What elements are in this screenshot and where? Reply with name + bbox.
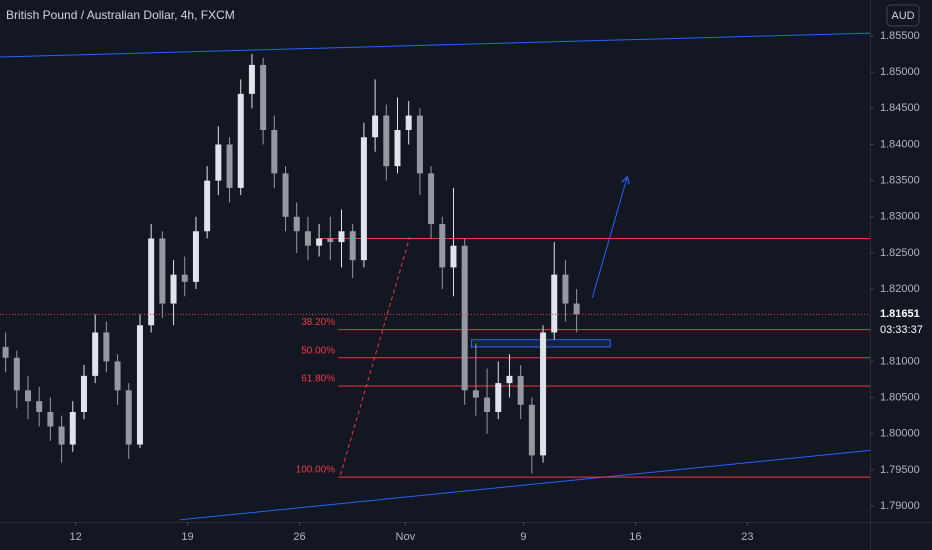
y-tick-label: 1.82500 bbox=[880, 247, 920, 259]
plot-area: 38.20% 50.00% 61.80% 100.00% bbox=[0, 32, 870, 521]
candle-body bbox=[540, 332, 547, 456]
candle-body bbox=[13, 357, 20, 391]
candle-body bbox=[159, 238, 166, 304]
candle-body bbox=[573, 303, 580, 315]
currency-label[interactable]: AUD bbox=[891, 10, 914, 22]
candle-body bbox=[517, 375, 524, 405]
y-tick-label: 1.83000 bbox=[880, 211, 920, 223]
fib-label: 38.20% bbox=[301, 317, 335, 328]
candle-body bbox=[461, 245, 468, 391]
candle-body bbox=[271, 130, 278, 174]
countdown-label: 03:33:37 bbox=[880, 324, 923, 336]
candle-body bbox=[506, 375, 513, 384]
y-tick-label: 1.83500 bbox=[880, 175, 920, 187]
candle-body bbox=[450, 245, 457, 268]
candle-body bbox=[439, 224, 446, 268]
dashed-line bbox=[339, 236, 411, 476]
candle-body bbox=[316, 238, 323, 246]
x-tick-label: 19 bbox=[181, 531, 193, 543]
candle-body bbox=[47, 412, 54, 427]
candle-body bbox=[416, 115, 423, 174]
y-tick-label: 1.80500 bbox=[880, 391, 920, 403]
candle-body bbox=[69, 412, 76, 445]
candle-body bbox=[551, 274, 558, 333]
y-tick-label: 1.82000 bbox=[880, 283, 920, 295]
candle-body bbox=[562, 274, 569, 304]
candle-body bbox=[92, 332, 99, 376]
y-tick-label: 1.80000 bbox=[880, 428, 920, 440]
x-tick-label: 12 bbox=[69, 531, 81, 543]
candle-body bbox=[428, 173, 435, 225]
chart-title: British Pound / Australian Dollar, 4h, F… bbox=[6, 8, 235, 22]
candle-body bbox=[136, 325, 143, 445]
x-tick-label: 23 bbox=[741, 531, 753, 543]
candle-body bbox=[215, 144, 222, 181]
x-tick-label: 9 bbox=[520, 531, 526, 543]
candle-body bbox=[327, 238, 334, 243]
candle-body bbox=[360, 137, 367, 261]
y-tick-label: 1.81000 bbox=[880, 355, 920, 367]
last-price-box bbox=[871, 305, 932, 340]
candle-body bbox=[2, 346, 9, 358]
candle-body bbox=[338, 231, 345, 243]
candle-body bbox=[58, 426, 65, 445]
trend-line bbox=[180, 449, 870, 521]
y-tick-label: 1.79000 bbox=[880, 500, 920, 512]
x-tick-label: Nov bbox=[396, 531, 416, 543]
candle-body bbox=[226, 144, 233, 188]
candle-body bbox=[237, 93, 244, 188]
candle-body bbox=[170, 274, 177, 304]
y-tick-label: 1.84000 bbox=[880, 138, 920, 150]
candle-body bbox=[405, 115, 412, 131]
candle-body bbox=[192, 231, 199, 282]
candle-body bbox=[80, 375, 87, 413]
fib-label: 61.80% bbox=[301, 374, 335, 385]
candle-body bbox=[349, 231, 356, 261]
candle-body bbox=[383, 115, 390, 167]
candle-body bbox=[204, 180, 211, 232]
fib-label: 100.00% bbox=[296, 465, 336, 476]
candle-body bbox=[181, 274, 188, 282]
candle-body bbox=[484, 397, 491, 413]
y-tick-label: 1.85000 bbox=[880, 66, 920, 78]
y-tick-label: 1.79500 bbox=[880, 464, 920, 476]
candle-body bbox=[528, 404, 535, 456]
trend-line bbox=[0, 32, 870, 58]
candle-body bbox=[472, 390, 479, 398]
candle-body bbox=[282, 173, 289, 217]
candle-body bbox=[24, 390, 31, 402]
y-tick-label: 1.84500 bbox=[880, 102, 920, 114]
candle-body bbox=[394, 130, 401, 167]
candle-body bbox=[36, 401, 43, 413]
candle-body bbox=[372, 115, 379, 138]
candle-body bbox=[148, 238, 155, 326]
candle-body bbox=[293, 216, 300, 232]
y-tick-label: 1.85500 bbox=[880, 30, 920, 42]
candle-body bbox=[304, 231, 311, 246]
currency-button[interactable] bbox=[886, 4, 920, 27]
arrow bbox=[591, 178, 627, 298]
candle-body bbox=[114, 361, 121, 391]
candle-body bbox=[495, 383, 502, 413]
fib-label: 50.00% bbox=[301, 345, 335, 356]
axes: 1.79000 1.79500 1.80000 1.80500 1.81000 1.820… bbox=[69, 30, 932, 543]
candle-body bbox=[260, 64, 267, 131]
candle-body bbox=[103, 332, 110, 362]
candle-body bbox=[248, 64, 255, 94]
candle-body bbox=[125, 390, 132, 445]
x-tick-label: 16 bbox=[629, 531, 641, 543]
x-tick-label: 26 bbox=[293, 531, 305, 543]
last-price-label: 1.81651 bbox=[880, 308, 920, 320]
